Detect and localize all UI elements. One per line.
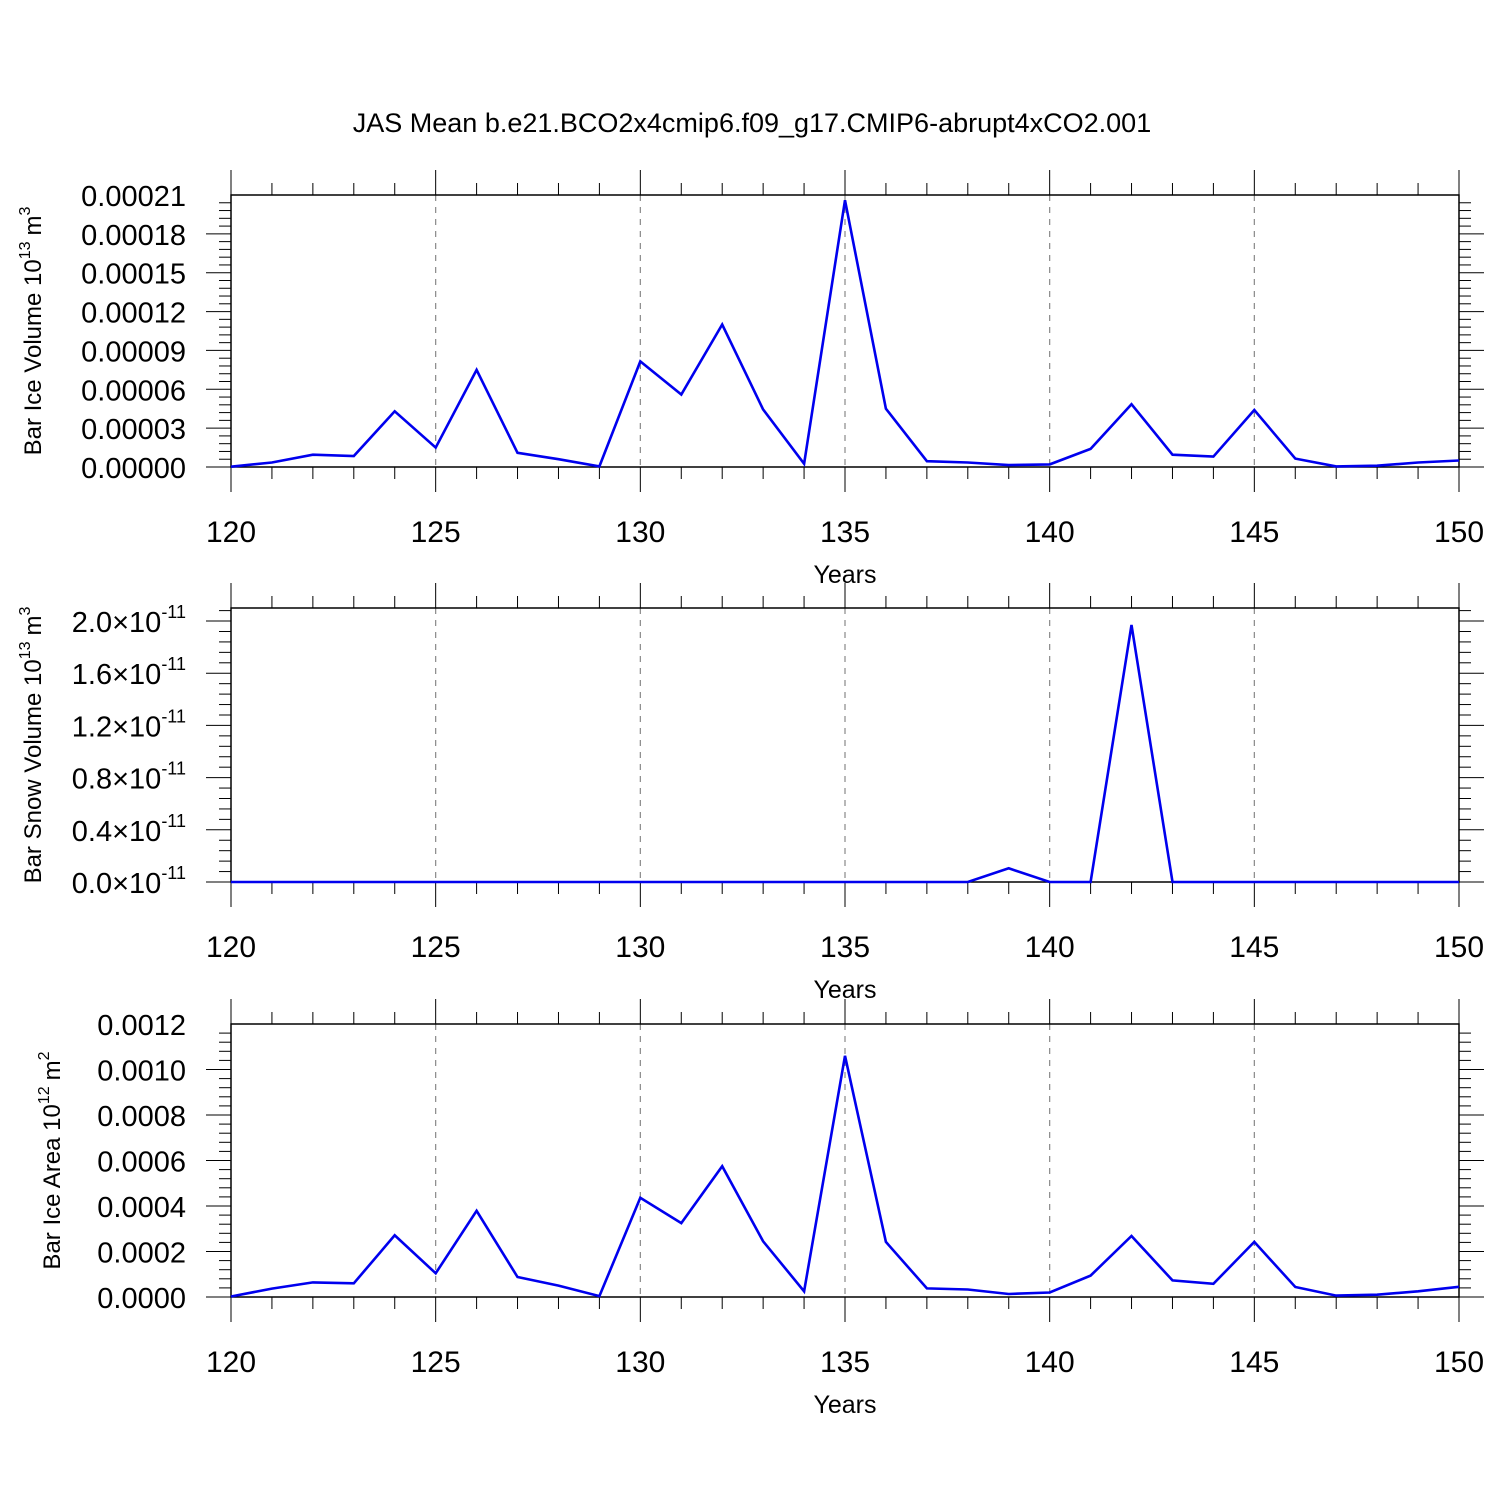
y-tick-label: 0.0012: [97, 1010, 186, 1042]
series-line: [230, 199, 1460, 468]
y-label-exponent: 13: [17, 241, 34, 259]
chart-panel-3: 120 125 130 135 140 145 150 0.0000 0.0002 0.0004 0…: [36, 999, 1484, 1419]
y-label-exponent: 13: [17, 641, 34, 659]
x-tick-label: 125: [411, 931, 461, 964]
x-tick-label: 130: [615, 931, 665, 964]
y-tick-exponent: -11: [161, 602, 186, 622]
y-tick-label: 0.00021: [81, 181, 186, 213]
y-tick-exponent: -11: [161, 654, 186, 674]
x-tick-label: 125: [411, 1346, 461, 1379]
y-tick-multiplier: ×10: [112, 659, 161, 691]
x-tick-label: 120: [206, 1346, 256, 1379]
y-tick-label: 0.0008: [97, 1101, 186, 1133]
y-label-unit-exponent: 2: [36, 1051, 53, 1060]
y-tick-multiplier: ×10: [112, 607, 161, 639]
y-tick-label: 0.8×10-11: [72, 759, 186, 796]
x-tick-label: 140: [1025, 931, 1075, 964]
y-tick-multiplier: ×10: [112, 868, 161, 900]
y-tick-mantissa: 1.2: [72, 711, 112, 743]
y-axis-label: Bar Ice Area 1012 m2: [36, 1051, 66, 1269]
y-tick-mantissa: 0.8: [72, 764, 112, 796]
y-tick-label: 1.6×10-11: [72, 654, 186, 691]
x-tick-label: 135: [820, 1346, 870, 1379]
x-tick-label: 145: [1229, 931, 1279, 964]
y-tick-label: 0.00006: [81, 375, 186, 407]
y-tick-label: 0.0002: [97, 1238, 186, 1270]
x-tick-label: 145: [1229, 516, 1279, 549]
y-tick-exponent: -11: [161, 706, 186, 726]
y-tick-exponent: -11: [161, 759, 186, 779]
y-label-unit-exponent: 3: [17, 206, 34, 215]
x-axis-label: Years: [813, 1391, 876, 1419]
chart-panel-2: 120 125 130 135 140 145 1500.0×10-110.4×10-110…: [17, 583, 1484, 1004]
y-tick-mantissa: 1.6: [72, 659, 112, 691]
chart-panel-1: 120 125 130 135 140 145 150 0.00000 0.00003 0.000…: [17, 170, 1484, 589]
y-tick-multiplier: ×10: [112, 764, 161, 796]
y-tick-multiplier: ×10: [112, 816, 161, 848]
series-line: [231, 624, 1459, 884]
y-label-unit-exponent: 3: [17, 606, 34, 615]
y-tick-multiplier: ×10: [112, 711, 161, 743]
y-tick-label: 0.00000: [81, 453, 186, 485]
y-axis-label: Bar Ice Volume 1013 m3: [17, 206, 47, 455]
y-tick-label: 0.0×10-11: [72, 863, 186, 900]
x-tick-label: 145: [1229, 1346, 1279, 1379]
y-tick-label: 0.00015: [81, 259, 186, 291]
y-tick-exponent: -11: [161, 863, 186, 883]
x-tick-label: 130: [615, 1346, 665, 1379]
y-tick-label: 2.0×10-11: [72, 602, 186, 639]
x-tick-label: 140: [1025, 1346, 1075, 1379]
y-tick-mantissa: 0.4: [72, 816, 112, 848]
y-tick-label: 1.2×10-11: [72, 706, 186, 743]
x-tick-label: 135: [820, 931, 870, 964]
y-tick-mantissa: 2.0: [72, 607, 112, 639]
y-tick-exponent: -11: [161, 811, 186, 831]
x-tick-label: 150: [1434, 931, 1484, 964]
x-tick-label: 140: [1025, 516, 1075, 549]
y-tick-label: 0.0000: [97, 1283, 186, 1315]
y-tick-label: 0.00009: [81, 336, 186, 368]
y-tick-mantissa: 0.0: [72, 868, 112, 900]
x-tick-label: 130: [615, 516, 665, 549]
y-tick-label: 0.0010: [97, 1056, 186, 1088]
y-label-text: Bar Ice Volume 10: [20, 259, 47, 455]
y-tick-label: 0.0004: [97, 1192, 186, 1224]
x-tick-label: 120: [206, 931, 256, 964]
y-tick-label: 0.4×10-11: [72, 811, 186, 848]
x-tick-label: 150: [1434, 516, 1484, 549]
x-tick-label: 150: [1434, 1346, 1484, 1379]
y-tick-label: 0.00018: [81, 220, 186, 252]
y-tick-label: 0.0006: [97, 1147, 186, 1179]
y-label-unit: m: [20, 215, 47, 235]
y-label-unit: m: [39, 1060, 66, 1080]
y-tick-label: 0.00003: [81, 414, 186, 446]
x-tick-label: 120: [206, 516, 256, 549]
y-axis-label: Bar Snow Volume 1013 m3: [17, 606, 47, 883]
y-label-text: Bar Snow Volume 10: [20, 659, 47, 883]
chart-title: JAS Mean b.e21.BCO2x4cmip6.f09_g17.CMIP6…: [353, 108, 1151, 138]
series-line: [230, 1055, 1460, 1298]
x-tick-label: 125: [411, 516, 461, 549]
y-label-text: Bar Ice Area 10: [39, 1104, 66, 1269]
y-tick-label: 0.00012: [81, 298, 186, 330]
y-label-unit: m: [20, 615, 47, 635]
y-label-exponent: 12: [36, 1086, 53, 1104]
x-tick-label: 135: [820, 516, 870, 549]
